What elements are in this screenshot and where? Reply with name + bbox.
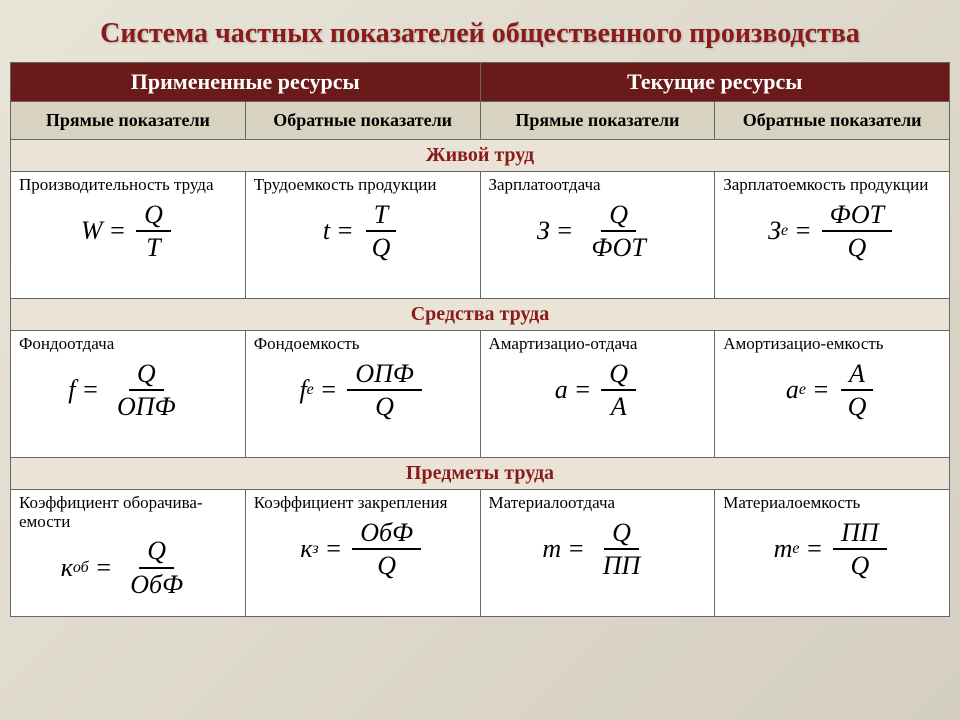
hdr-direct-2: Прямые показатели xyxy=(480,102,715,140)
formula: f=QОПФ xyxy=(17,358,239,422)
header-row-1: Примененные ресурсы Текущие ресурсы xyxy=(11,63,950,102)
formula-label: Зарплатоотдача xyxy=(489,176,709,195)
formula: W=QT xyxy=(17,199,239,263)
formula: коб=QОбФ xyxy=(17,535,239,599)
cell-r1c3: Зарплатоотдача З=QФОТ xyxy=(480,172,715,299)
cell-r2c4: Амортизацио-емкость ае=АQ xyxy=(715,331,950,458)
formula-label: Зарплатоемкость продукции xyxy=(723,176,943,195)
hdr-direct-1: Прямые показатели xyxy=(11,102,246,140)
formula-label: Трудоемкость продукции xyxy=(254,176,474,195)
cell-r2c1: Фондоотдача f=QОПФ xyxy=(11,331,246,458)
formula-label: Фондоемкость xyxy=(254,335,474,354)
page-title: Система частных показателей общественног… xyxy=(10,18,950,50)
formula-label: Амортизацио-емкость xyxy=(723,335,943,354)
formula: кз=ОбФQ xyxy=(252,517,474,581)
header-row-2: Прямые показатели Обратные показатели Пр… xyxy=(11,102,950,140)
hdr-current: Текущие ресурсы xyxy=(480,63,950,102)
formula: fе=ОПФQ xyxy=(252,358,474,422)
table-row: Производительность труда W=QT Трудоемкост… xyxy=(11,172,950,299)
formula-label: Материалоотдача xyxy=(489,494,709,513)
hdr-inverse-2: Обратные показатели xyxy=(715,102,950,140)
formula-label: Материалоемкость xyxy=(723,494,943,513)
formula: mе=ППQ xyxy=(721,517,943,581)
cell-r3c2: Коэффициент закрепления кз=ОбФQ xyxy=(245,490,480,617)
cell-r2c3: Амартизацио-отдача а=QА xyxy=(480,331,715,458)
formula: Зе=ФОТQ xyxy=(721,199,943,263)
cell-r3c3: Материалоотдача m=QПП xyxy=(480,490,715,617)
formula-label: Фондоотдача xyxy=(19,335,239,354)
indicators-table: Примененные ресурсы Текущие ресурсы Прям… xyxy=(10,62,950,617)
formula-label: Коэффициент оборачива-емости xyxy=(19,494,239,531)
cell-r3c4: Материалоемкость mе=ППQ xyxy=(715,490,950,617)
formula: m=QПП xyxy=(487,517,709,581)
cell-r1c4: Зарплатоемкость продукции Зе=ФОТQ xyxy=(715,172,950,299)
hdr-inverse-1: Обратные показатели xyxy=(245,102,480,140)
table-row: Коэффициент оборачива-емости коб=QОбФ Коэ… xyxy=(11,490,950,617)
formula: t=TQ xyxy=(252,199,474,263)
formula-label: Производительность труда xyxy=(19,176,239,195)
formula: З=QФОТ xyxy=(487,199,709,263)
formula-label: Амартизацио-отдача xyxy=(489,335,709,354)
section-objects: Предметы труда xyxy=(11,458,950,490)
table-row: Фондоотдача f=QОПФ Фондоемкость fе=ОПФQ Ам… xyxy=(11,331,950,458)
formula: ае=АQ xyxy=(721,358,943,422)
section-labor: Живой труд xyxy=(11,140,950,172)
cell-r1c2: Трудоемкость продукции t=TQ xyxy=(245,172,480,299)
formula: а=QА xyxy=(487,358,709,422)
section-means: Средства труда xyxy=(11,299,950,331)
cell-r1c1: Производительность труда W=QT xyxy=(11,172,246,299)
formula-label: Коэффициент закрепления xyxy=(254,494,474,513)
cell-r2c2: Фондоемкость fе=ОПФQ xyxy=(245,331,480,458)
cell-r3c1: Коэффициент оборачива-емости коб=QОбФ xyxy=(11,490,246,617)
hdr-applied: Примененные ресурсы xyxy=(11,63,481,102)
